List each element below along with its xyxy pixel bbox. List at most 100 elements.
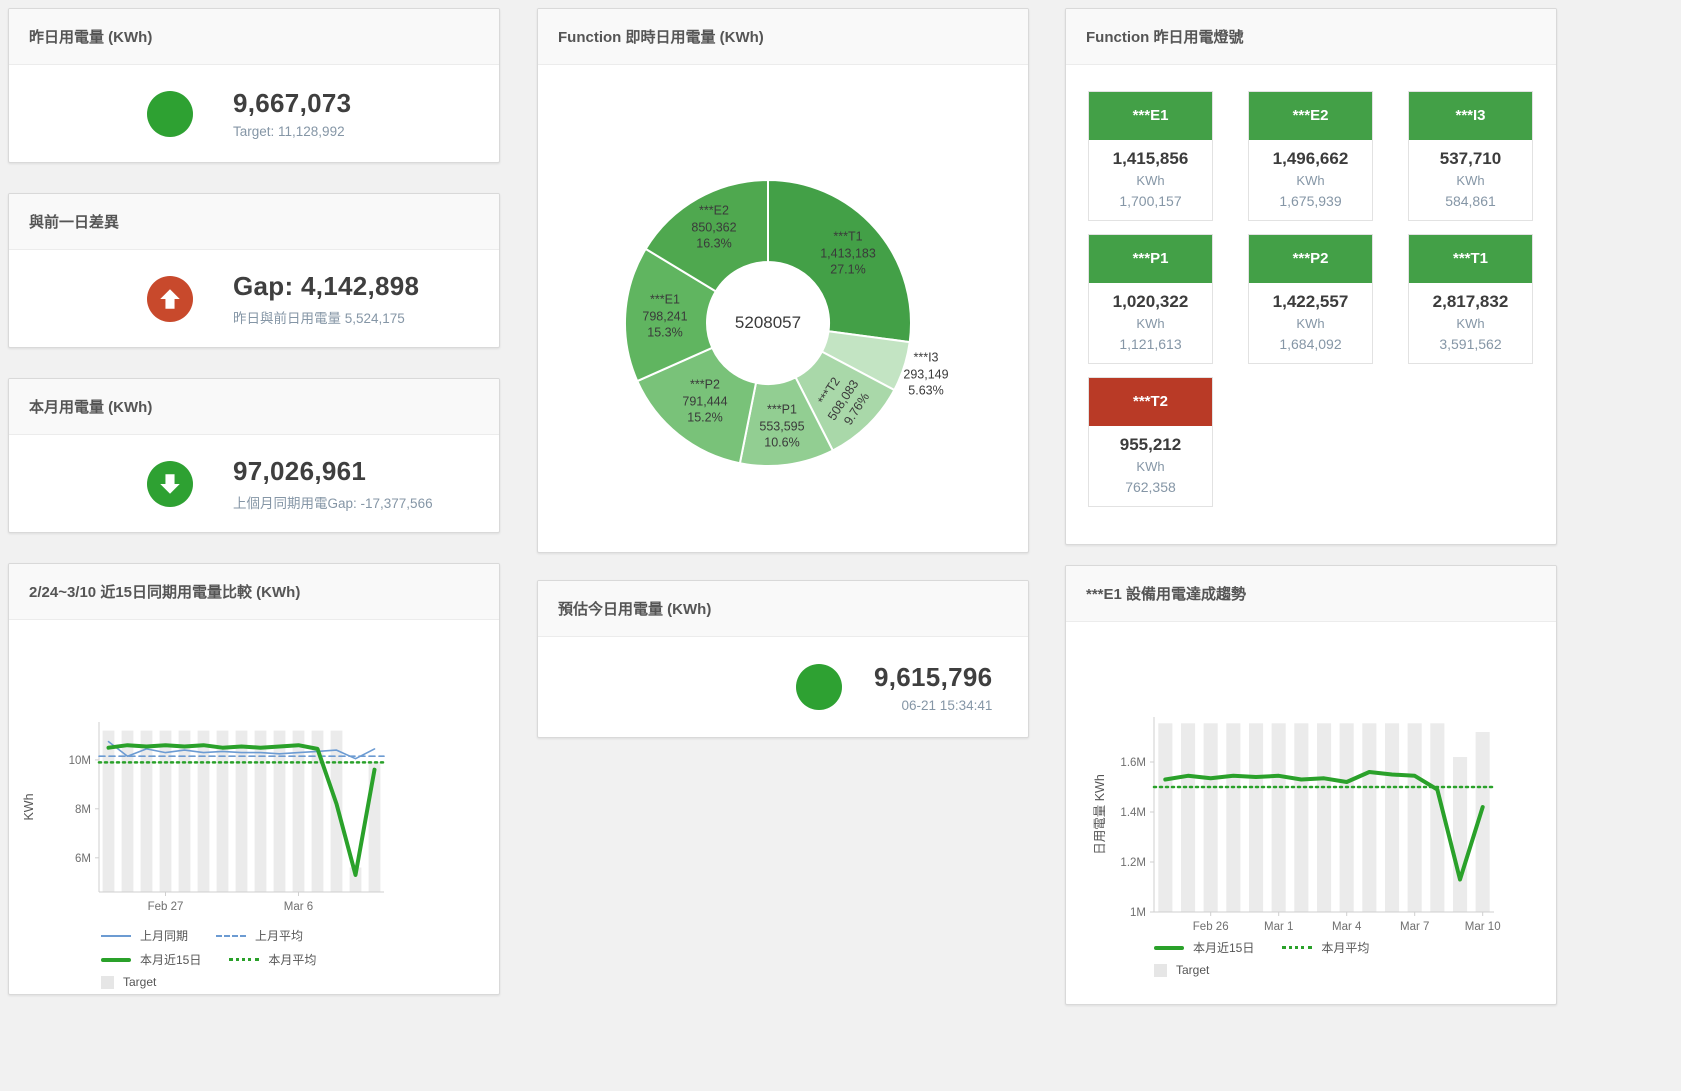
yesterday-usage-value: 9,667,073 [233, 88, 352, 118]
legend-item[interactable]: 本月平均 [1282, 939, 1369, 956]
tile-previous-value: 3,591,562 [1439, 336, 1502, 352]
donut-chart-svg[interactable] [538, 65, 1028, 552]
panel-e1-trend: ***E1 設備用電達成趨勢 1M 1.2M 1.4M 1.6M Feb 26 Mar 1… [1065, 565, 1557, 1005]
panel-header: 預估今日用電量 (KWh) [538, 581, 1028, 637]
month-usage-gap: 上個月同期用電Gap: -17,377,566 [233, 495, 433, 511]
legend-row: 上月同期 上月平均 [101, 927, 499, 944]
e1-trend-chart-legend: 本月近15日 本月平均 Target [1154, 939, 1556, 977]
panel-header: 2/24~3/10 近15日同期用電量比較 (KWh) [9, 564, 499, 620]
legend-row: Target [1154, 963, 1556, 977]
panel-title: 與前一日差異 [29, 214, 120, 231]
stat-body: 97,026,961 上個月同期用電Gap: -17,377,566 [9, 435, 499, 532]
tile-unit: KWh [1456, 316, 1485, 331]
legend-label: 上月平均 [255, 929, 304, 943]
function-tile: ***P2 1,422,557 KWh 1,684,092 [1248, 234, 1373, 364]
today-estimate-value: 9,615,796 [874, 661, 993, 692]
tile-previous-value: 1,684,092 [1279, 336, 1342, 352]
tile-value: 537,710 [1439, 149, 1502, 168]
tile-previous-value: 1,675,939 [1279, 193, 1342, 209]
tile-status-header: ***P2 [1249, 235, 1372, 283]
legend-label: 本月近15日 [140, 953, 202, 967]
tile-unit: KWh [1136, 459, 1165, 474]
stat-text: Gap: 4,142,898 昨日與前日用電量 5,524,175 [233, 271, 419, 327]
panel-header: Function 即時日用電量 (KWh) [538, 9, 1028, 65]
legend-item[interactable]: 本月平均 [229, 951, 316, 968]
donut-slice-label: ***I3 293,149 5.63% [903, 350, 949, 398]
svg-text:1.4M: 1.4M [1120, 807, 1146, 819]
tile-status-header: ***E1 [1089, 92, 1212, 140]
donut-slice-label: ***E2 850,362 16.3% [691, 203, 737, 251]
tile-status-header: ***I3 [1409, 92, 1532, 140]
svg-text:Mar 6: Mar 6 [284, 901, 313, 913]
svg-text:日用電量 KWh: 日用電量 KWh [1093, 774, 1107, 855]
legend-label: Target [123, 975, 157, 989]
tile-status-header: ***P1 [1089, 235, 1212, 283]
svg-text:Mar 10: Mar 10 [1465, 921, 1501, 933]
arrow-down-icon [147, 460, 193, 507]
comparison-chart[interactable]: 6M 8M 10M Feb 27 Mar 6 KWh [9, 620, 497, 925]
tile-value: 1,020,322 [1112, 292, 1189, 311]
function-tiles-grid: ***E1 1,415,856 KWh 1,700,157 ***E2 1,496,662… [1066, 65, 1556, 507]
stat-body: 9,667,073 Target: 11,128,992 [9, 65, 499, 162]
yesterday-usage-target: Target: 11,128,992 [233, 124, 345, 139]
arrow-up-icon [147, 275, 193, 322]
donut-chart[interactable]: ***T1 1,413,183 27.1% ***I3 293,149 5.63% ***T… [538, 65, 1028, 552]
tile-unit: KWh [1296, 316, 1325, 331]
e1-trend-chart[interactable]: 1M 1.2M 1.4M 1.6M Feb 26 Mar 1 Mar 4 Mar 7 Mar 1… [1066, 622, 1554, 937]
panel-header: 本月用電量 (KWh) [9, 379, 499, 435]
panel-title: ***E1 設備用電達成趨勢 [1086, 586, 1247, 603]
legend-item[interactable]: 上月同期 [101, 927, 188, 944]
legend-item[interactable]: 上月平均 [216, 927, 303, 944]
month-usage-value: 97,026,961 [233, 455, 367, 486]
legend-marker-icon [1154, 945, 1184, 950]
day-gap-subtitle: 昨日與前日用電量 5,524,175 [233, 310, 405, 326]
legend-marker-icon [229, 958, 260, 961]
panel-title: 本月用電量 (KWh) [29, 399, 153, 416]
svg-text:KWh: KWh [22, 793, 36, 820]
panel-yesterday-usage: 昨日用電量 (KWh) 9,667,073 Target: 11,128,992 [8, 8, 500, 163]
svg-text:1.2M: 1.2M [1120, 857, 1146, 869]
status-circle-icon [147, 90, 193, 137]
panel-function-status-lights: Function 昨日用電燈號 ***E1 1,415,856 KWh 1,700,1… [1065, 8, 1557, 545]
tile-status-header: ***T1 [1409, 235, 1532, 283]
panel-15day-comparison: 2/24~3/10 近15日同期用電量比較 (KWh) 6M 8M 10M Feb 2… [8, 563, 500, 995]
legend-item[interactable]: 本月近15日 [1154, 939, 1254, 956]
donut-slice-label: ***T1 1,413,183 27.1% [820, 229, 876, 277]
function-tile: ***T1 2,817,832 KWh 3,591,562 [1408, 234, 1533, 364]
stat-text: 9,667,073 Target: 11,128,992 [233, 88, 351, 139]
legend-item[interactable]: 本月近15日 [101, 951, 201, 968]
stat-text: 9,615,796 06-21 15:34:41 [874, 662, 992, 713]
panel-title: 2/24~3/10 近15日同期用電量比較 (KWh) [29, 584, 301, 601]
panel-header: 與前一日差異 [9, 194, 499, 250]
tile-previous-value: 762,358 [1125, 479, 1176, 495]
legend-item[interactable]: Target [1154, 963, 1209, 977]
comparison-chart-legend: 上月同期 上月平均本月近15日 本月平均 Target [101, 927, 499, 989]
tile-value: 2,817,832 [1432, 292, 1509, 311]
svg-text:10M: 10M [69, 755, 91, 767]
trend-chart-body: 1M 1.2M 1.4M 1.6M Feb 26 Mar 1 Mar 4 Mar 7 Mar 1… [1066, 622, 1556, 977]
legend-marker-icon [1282, 946, 1313, 949]
legend-row: 本月近15日 本月平均 [1154, 939, 1556, 956]
legend-label: Target [1176, 963, 1210, 977]
legend-marker-icon [101, 957, 131, 962]
tile-unit: KWh [1296, 173, 1325, 188]
tile-status-header: ***E2 [1249, 92, 1372, 140]
status-circle-icon [796, 664, 842, 710]
today-estimate-timestamp: 06-21 15:34:41 [901, 697, 993, 713]
tile-value: 1,415,856 [1112, 149, 1189, 168]
panel-today-estimate: 預估今日用電量 (KWh) 9,615,796 06-21 15:34:41 [537, 580, 1029, 738]
donut-slice-label: ***E1 798,241 15.3% [642, 292, 688, 340]
legend-item[interactable]: Target [101, 975, 156, 989]
donut-slice-label: ***P2 791,444 15.2% [682, 377, 728, 425]
legend-row: 本月近15日 本月平均 [101, 951, 499, 968]
tile-unit: KWh [1456, 173, 1485, 188]
legend-label: 本月平均 [1321, 941, 1370, 955]
tile-unit: KWh [1136, 316, 1165, 331]
svg-text:1.6M: 1.6M [1120, 757, 1146, 769]
svg-text:6M: 6M [75, 853, 91, 865]
tile-previous-value: 1,121,613 [1119, 336, 1182, 352]
panel-title: 預估今日用電量 (KWh) [558, 601, 712, 618]
function-tile: ***E2 1,496,662 KWh 1,675,939 [1248, 91, 1373, 221]
legend-label: 本月近15日 [1193, 941, 1255, 955]
